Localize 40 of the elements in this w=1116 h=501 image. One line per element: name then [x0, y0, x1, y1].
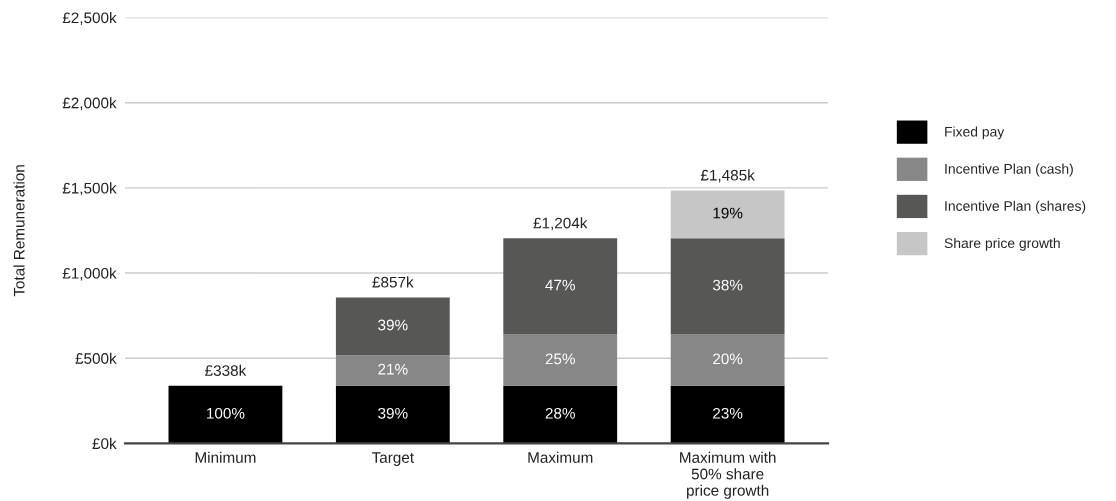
y-tick-label: £2,500k: [62, 12, 117, 26]
bar: [503, 334, 618, 386]
bar: [168, 385, 283, 444]
y-axis-title: Total Remuneration: [13, 165, 25, 297]
annotation: 39%: [378, 407, 408, 419]
y-tick-label: £2,000k: [62, 97, 117, 111]
bar: [335, 355, 450, 386]
x-tick-label: Maximum with 50% share price growth: [680, 451, 776, 499]
annotation: 23%: [713, 407, 743, 419]
annotation: 20%: [713, 353, 743, 365]
annotation: 39%: [378, 319, 408, 331]
total-label: £1,485k: [700, 169, 755, 183]
x-tick-label: Target: [371, 452, 414, 466]
total-label: £857k: [372, 276, 414, 288]
total-label: £338k: [205, 364, 247, 376]
annotation: 47%: [545, 279, 575, 291]
y-tick-label: £1,500k: [62, 182, 117, 196]
annotation: 28%: [545, 407, 575, 419]
bar: [670, 385, 785, 444]
x-tick-label: Maximum: [528, 451, 593, 463]
bar: [335, 297, 450, 356]
bar: [670, 334, 785, 386]
annotation: 21%: [378, 363, 408, 375]
bar: [335, 385, 450, 444]
legend-label: Incentive Plan (cash): [945, 163, 1073, 177]
annotation: 38%: [712, 279, 743, 291]
annotation: 19%: [713, 207, 743, 219]
annotation: 25%: [545, 353, 575, 365]
y-tick-label: £0k: [92, 437, 117, 450]
bar: [670, 238, 785, 335]
legend-label: Incentive Plan (shares): [945, 200, 1086, 214]
total-label: £1,204k: [533, 217, 588, 231]
x-tick-label: Minimum: [195, 451, 256, 463]
y-tick-label: £1,000k: [62, 267, 117, 281]
annotation: 100%: [207, 407, 245, 419]
y-tick-label: £500k: [75, 352, 117, 364]
legend-label: Fixed pay: [945, 126, 1005, 140]
bar: [503, 238, 618, 335]
legend-label: Share price growth: [944, 237, 1060, 251]
bar: [503, 385, 618, 444]
